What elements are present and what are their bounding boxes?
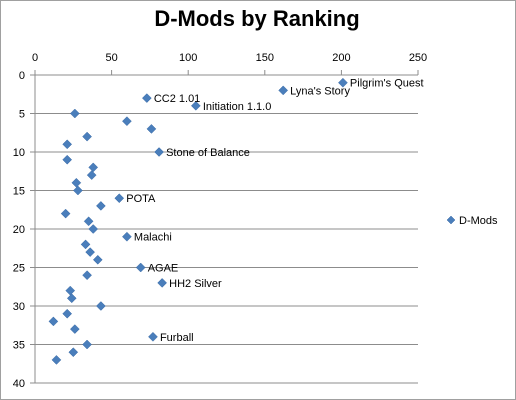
- y-tick-label-10: 10: [13, 147, 25, 159]
- data-point-15: [73, 185, 83, 196]
- data-point-2: [278, 85, 289, 96]
- data-point-6: [122, 116, 132, 127]
- y-tick-label-25: 25: [13, 263, 25, 275]
- data-label-21: Malachi: [134, 232, 172, 244]
- data-point-16: [114, 193, 125, 204]
- data-label-16: POTA: [126, 193, 156, 205]
- data-point-18: [60, 208, 71, 219]
- data-point-19: [83, 216, 94, 227]
- x-tick-labels: 0 50 100 150 200 250: [32, 52, 427, 64]
- data-label-34: Furball: [160, 332, 194, 344]
- y-tick-label-35: 35: [13, 340, 25, 352]
- data-point-13: [86, 170, 97, 180]
- data-point-4: [191, 100, 201, 111]
- data-point-33: [69, 324, 80, 334]
- data-label-3: CC2 1.01: [154, 93, 200, 105]
- data-point-36: [68, 347, 79, 358]
- data-label-4: Initiation 1.1.0: [203, 101, 271, 113]
- data-point-14: [71, 177, 82, 188]
- data-point-26: [82, 270, 92, 281]
- data-label-25: AGAE: [148, 263, 179, 275]
- data-point-27: [157, 278, 168, 288]
- y-tick-label-5: 5: [19, 109, 25, 121]
- y-tick-labels: 0 5 10 15 20 25 30 35 40: [13, 70, 25, 390]
- data-point-20: [88, 224, 99, 234]
- data-point-37: [51, 355, 62, 365]
- data-label-10: Stone of Balance: [166, 147, 250, 159]
- data-point-31: [62, 308, 73, 319]
- data-point-9: [62, 139, 73, 150]
- chart-title: D-Mods by Ranking: [154, 6, 360, 31]
- data-point-21: [122, 231, 132, 242]
- x-tick-label-100: 100: [179, 52, 197, 64]
- data-point-34: [148, 331, 158, 342]
- data-label-27: HH2 Silver: [169, 278, 222, 290]
- y-tick-label-20: 20: [13, 224, 25, 236]
- data-point-11: [62, 154, 73, 165]
- legend: D-Mods: [446, 215, 498, 227]
- x-tick-label-150: 150: [256, 52, 274, 64]
- data-point-30: [96, 301, 106, 311]
- data-points: [48, 77, 348, 365]
- data-label-2: Lyna's Story: [290, 85, 350, 97]
- data-point-22: [80, 239, 91, 250]
- data-point-17: [96, 201, 106, 211]
- data-label-1: Pilgrim's Quest: [350, 78, 424, 90]
- x-tick-label-250: 250: [409, 52, 427, 64]
- y-tick-label-15: 15: [13, 186, 25, 198]
- data-point-25: [135, 262, 146, 273]
- data-point-32: [48, 316, 59, 327]
- data-point-5: [69, 108, 80, 119]
- data-point-29: [66, 293, 77, 304]
- legend-label: D-Mods: [459, 215, 498, 227]
- x-tick-label-0: 0: [32, 52, 38, 64]
- data-point-10: [154, 147, 164, 157]
- x-tick-label-200: 200: [332, 52, 350, 64]
- data-point-12: [88, 162, 99, 173]
- data-point-23: [85, 247, 96, 257]
- y-tick-label-30: 30: [13, 301, 25, 313]
- data-point-7: [146, 124, 157, 134]
- data-point-24: [92, 254, 103, 265]
- axes: [30, 70, 419, 384]
- legend-marker: [446, 215, 456, 225]
- data-point-35: [82, 339, 92, 350]
- data-point-1: [338, 77, 348, 88]
- y-tick-label-40: 40: [13, 378, 25, 390]
- y-tick-label-0: 0: [19, 70, 25, 82]
- data-point-28: [65, 285, 76, 296]
- data-point-3: [141, 93, 152, 103]
- data-point-8: [82, 131, 92, 142]
- x-tick-label-50: 50: [105, 52, 117, 64]
